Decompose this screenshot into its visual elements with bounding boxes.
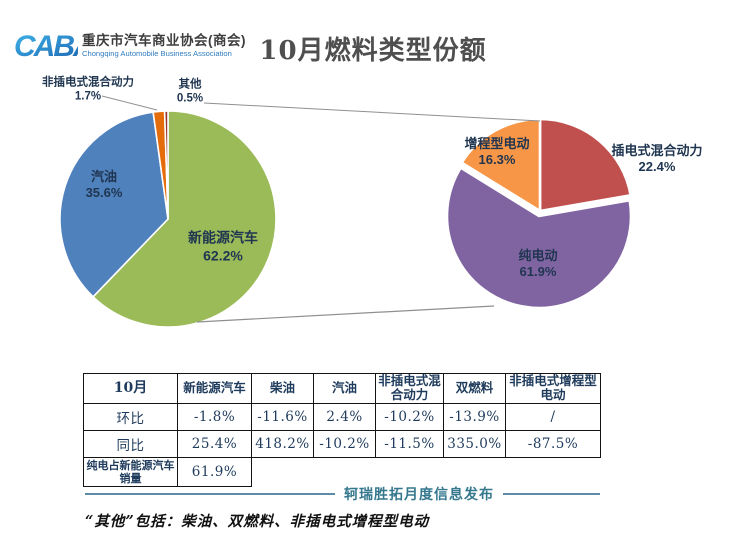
header-nonplug-erev: 非插电式增程型电动 xyxy=(505,373,601,404)
org-name-en: Chongqing Automobile Business Associatio… xyxy=(82,49,232,59)
cell: 2.4% xyxy=(313,402,376,431)
label-other: 其他 0.5% xyxy=(177,78,203,107)
mom-yoy-table: 10月 新能源汽车 柴油 汽油 非插电式混合动力 双燃料 非插电式增程型电动 环… xyxy=(83,373,601,487)
table-row-yoy: 同比 25.4% 418.2% -10.2% -11.5% 335.0% -87… xyxy=(83,429,601,458)
cell: -1.8% xyxy=(177,402,252,431)
cell: -11.6% xyxy=(251,402,314,431)
slice-label: 纯电动 xyxy=(518,247,558,263)
row-label: 环比 xyxy=(83,402,178,431)
header-nev: 新能源汽车 xyxy=(177,373,252,404)
cell: / xyxy=(505,402,601,431)
pie-slice-增程型电动 xyxy=(460,117,542,213)
publisher-text: 轲瑞胜拓月度信息发布 xyxy=(344,486,494,502)
header-month: 10月 xyxy=(83,373,178,404)
slice-label: 插电式混合动力 xyxy=(611,142,703,158)
header-diesel: 柴油 xyxy=(251,373,314,404)
slice-value: 62.2% xyxy=(203,247,243,263)
org-name-cn: 重庆市汽车商业协会(商会) xyxy=(82,32,246,48)
caba-logo-icon: CABA xyxy=(14,30,78,63)
slice-value: 1.7% xyxy=(74,91,102,103)
cell: 61.9% xyxy=(177,456,252,487)
page-title: 10月燃料类型份额 xyxy=(259,36,487,66)
svg-text:CABA: CABA xyxy=(14,30,78,63)
cell: 25.4% xyxy=(177,429,252,458)
pie-slice-其他 xyxy=(163,110,169,220)
table-row-bev-share: 纯电占新能源汽车销量 61.9% xyxy=(83,456,601,487)
header-dual-fuel: 双燃料 xyxy=(443,373,506,404)
cell: -10.2% xyxy=(313,429,376,458)
empty-cell xyxy=(252,457,601,486)
row-label: 同比 xyxy=(83,429,178,458)
pie-slice-新能源汽车 xyxy=(92,110,277,328)
label-nev: 新能源汽车 62.2% xyxy=(188,230,258,265)
header-nonplug-hybrid: 非插电式混合动力 xyxy=(375,373,444,404)
slice-label: 新能源汽车 xyxy=(188,229,258,246)
connector-line-top xyxy=(203,102,541,122)
cell: -87.5% xyxy=(505,429,601,458)
cell: 418.2% xyxy=(251,429,314,458)
cell: -11.5% xyxy=(375,429,444,458)
footnote: “其他”包括：柴油、双燃料、非插电式增程型电动 xyxy=(85,513,430,530)
pie-slice-插电式混合动力 xyxy=(538,117,632,213)
left-pie xyxy=(59,110,277,328)
cell: -10.2% xyxy=(375,402,444,431)
table-header-row: 10月 新能源汽车 柴油 汽油 非插电式混合动力 双燃料 非插电式增程型电动 xyxy=(83,373,601,404)
publisher-band: 轲瑞胜拓月度信息发布 xyxy=(85,484,600,504)
divider-line xyxy=(85,493,335,495)
cell: -13.9% xyxy=(443,402,506,431)
label-nonplug-hybrid: 非插电式混合动力 1.7% xyxy=(42,76,134,105)
slice-label: 汽油 xyxy=(90,168,117,184)
slice-label: 非插电式混合动力 xyxy=(42,76,134,89)
slice-label: 增程型电动 xyxy=(464,135,530,151)
slice-value: 61.9% xyxy=(519,264,557,279)
slice-value: 0.5% xyxy=(176,93,204,105)
slice-value: 16.3% xyxy=(478,152,516,167)
label-erev: 增程型电动 16.3% xyxy=(464,136,529,169)
label-phev: 插电式混合动力 22.4% xyxy=(611,143,702,176)
label-bev: 纯电动 61.9% xyxy=(518,248,557,281)
connector-line-bottom xyxy=(196,305,495,323)
label-gasoline: 汽油 35.6% xyxy=(86,169,123,202)
slice-value: 35.6% xyxy=(85,185,123,200)
slice-label: 其他 xyxy=(178,78,202,91)
right-pie xyxy=(445,117,633,310)
pie-slice-汽油 xyxy=(59,111,169,298)
org-logo: CABA 重庆市汽车商业协会(商会) Chongqing Automobile … xyxy=(14,27,246,65)
cell: 335.0% xyxy=(443,429,506,458)
divider-line xyxy=(503,493,600,495)
slice-value: 22.4% xyxy=(638,159,676,174)
pie-slice-纯电动 xyxy=(445,166,633,310)
table-row-mom: 环比 -1.8% -11.6% 2.4% -10.2% -13.9% / xyxy=(83,402,601,431)
header-gasoline: 汽油 xyxy=(313,373,376,404)
leader-line-nonplug-hybrid xyxy=(101,95,158,111)
row-label: 纯电占新能源汽车销量 xyxy=(83,456,178,487)
